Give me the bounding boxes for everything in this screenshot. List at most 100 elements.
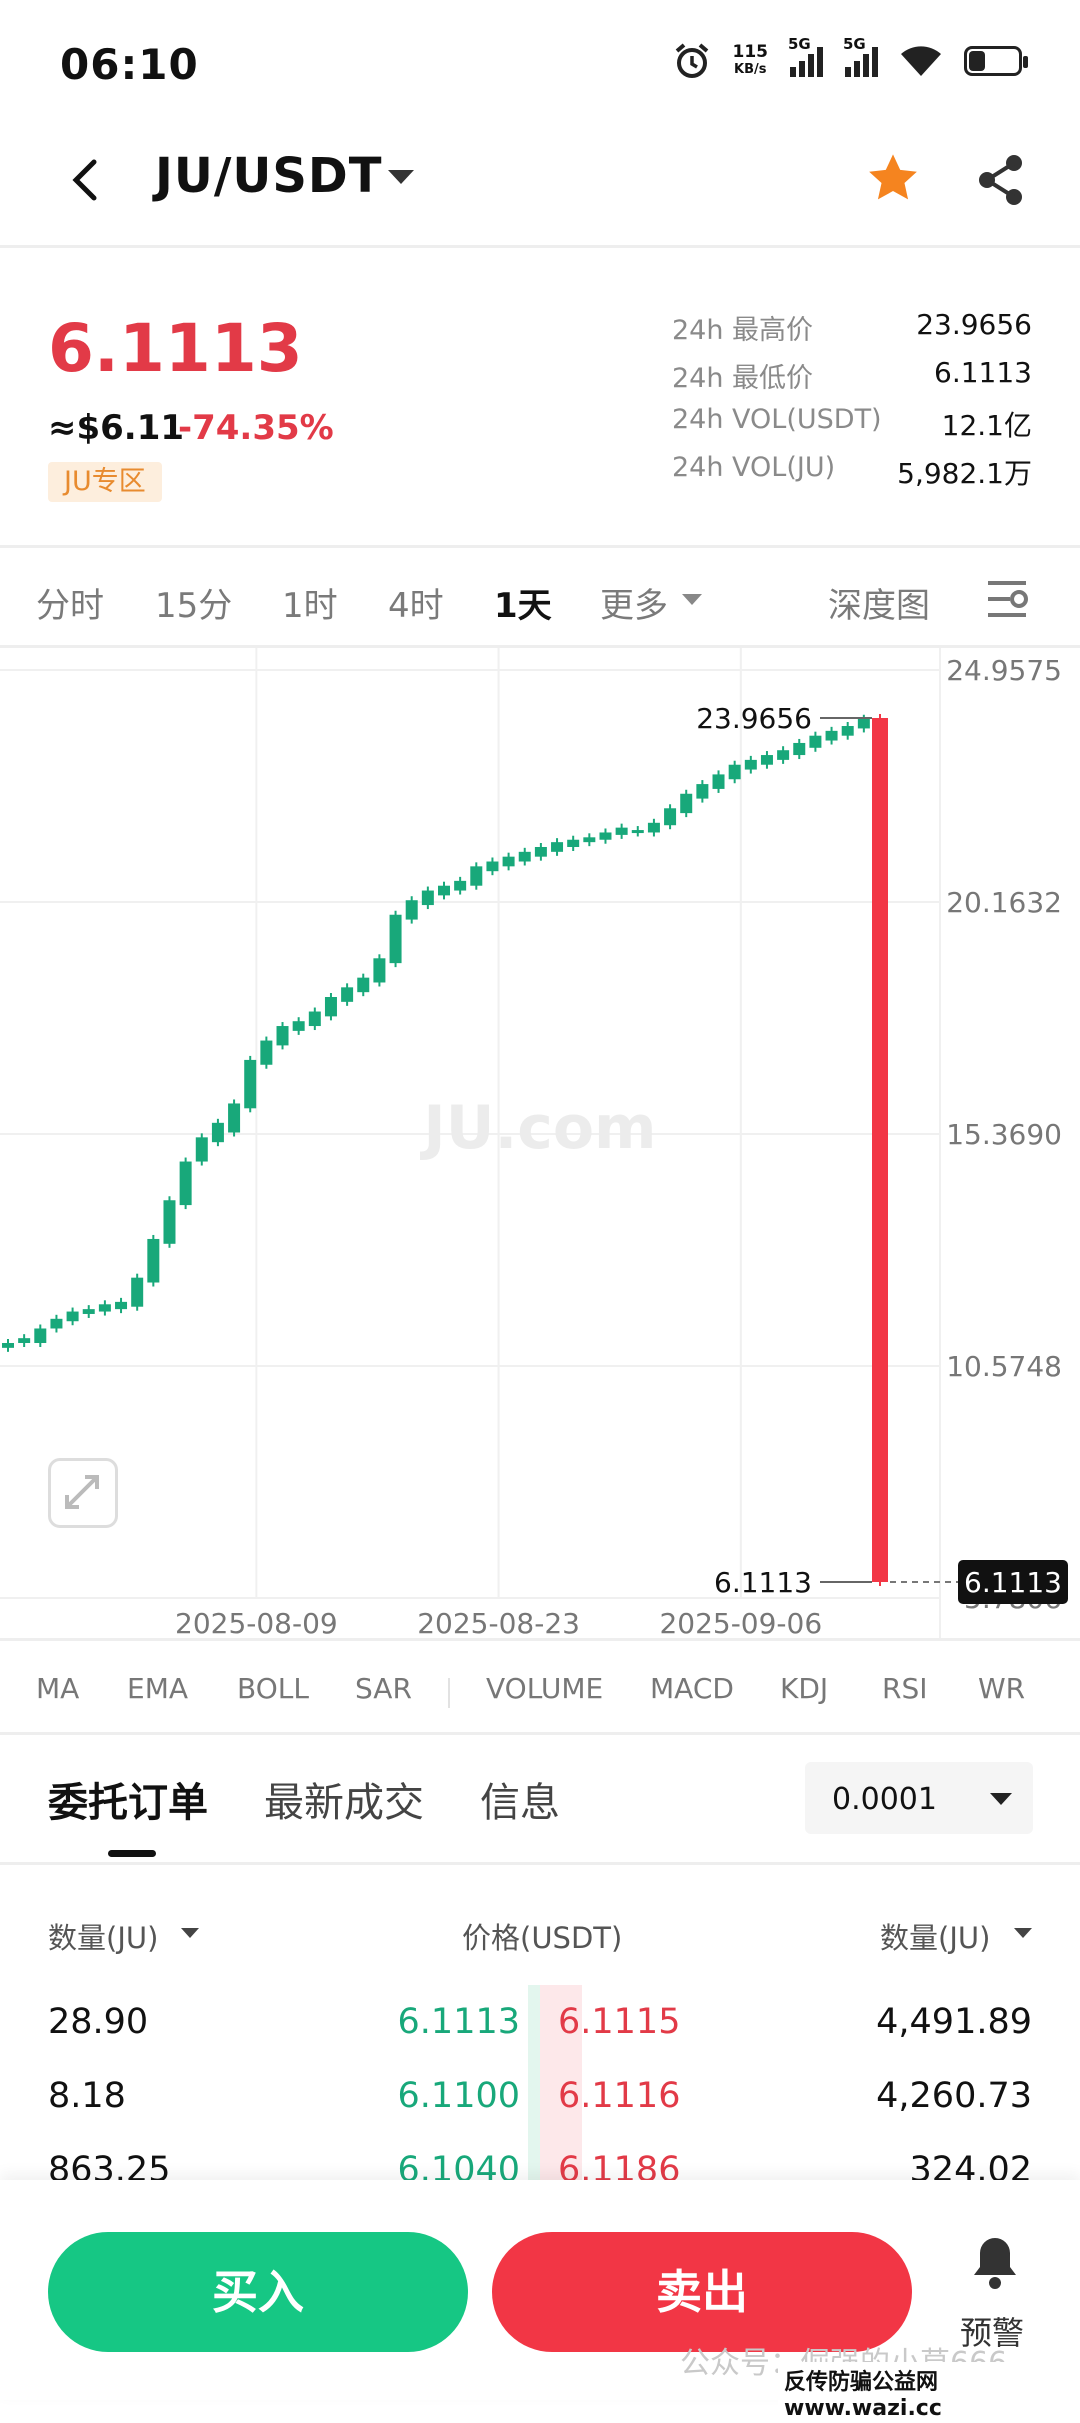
candle [534, 846, 547, 857]
candle [195, 1137, 208, 1162]
candle [599, 832, 612, 840]
candle [421, 890, 434, 906]
candle [454, 880, 467, 891]
candle [583, 837, 596, 843]
candle [211, 1122, 224, 1143]
chart-annotations: 23.9656 6.1113 6.1113 [696, 702, 1068, 1604]
tab-1d[interactable]: 1天 [494, 586, 552, 626]
last-price-tag: 6.1113 [964, 1566, 1062, 1599]
ask-price-2[interactable]: 6.1116 [558, 2076, 681, 2116]
indicator-macd[interactable]: MACD [650, 1672, 734, 1705]
candle [615, 827, 628, 835]
col-ask-qty-caret-icon[interactable] [1014, 1928, 1032, 1938]
chart-settings-icon[interactable] [984, 578, 1030, 620]
candle [341, 987, 354, 1002]
zone-tag[interactable]: JU专区 [48, 462, 162, 502]
buy-button[interactable]: 买入 [48, 2232, 468, 2352]
indicator-sar[interactable]: SAR [355, 1672, 412, 1705]
indicator-boll[interactable]: BOLL [237, 1672, 309, 1705]
pair-dropdown-caret-icon[interactable] [388, 170, 414, 184]
more-caret-icon[interactable] [682, 594, 702, 605]
usd-equivalent: ≈$6.11 [48, 408, 185, 448]
favorite-star-icon[interactable] [866, 152, 920, 204]
signal-icon-1: 5G [788, 35, 823, 77]
tab-4h[interactable]: 4时 [388, 586, 444, 626]
indicator-wr[interactable]: WR [978, 1672, 1026, 1705]
bell-icon[interactable] [970, 2234, 1020, 2290]
candlestick-chart[interactable]: JU.com 24.957520.163215.369010.57485.780… [0, 648, 1080, 1638]
bid-price-2[interactable]: 6.1100 [397, 2076, 520, 2116]
candle [228, 1103, 241, 1133]
candle [292, 1021, 305, 1031]
status-bar: 06:10 115 KB/s 5G 5G [0, 0, 1080, 130]
tab-depth-chart[interactable]: 深度图 [828, 586, 930, 626]
indicator-ema[interactable]: EMA [127, 1672, 189, 1705]
last-price-tag-bg [958, 1559, 1068, 1604]
sell-button[interactable]: 卖出 [492, 2232, 912, 2352]
ask-depth-bar [540, 1985, 582, 2185]
tab-open-orders[interactable]: 委托订单 [48, 1780, 208, 1826]
candle [777, 750, 790, 760]
candles-group [2, 713, 888, 1586]
x-tick-label: 2025-08-09 [175, 1607, 338, 1638]
bid-qty-1: 28.90 [48, 2002, 149, 2042]
precision-caret-icon [990, 1793, 1012, 1805]
candle [744, 759, 757, 770]
candle [680, 793, 693, 814]
candle [324, 997, 337, 1017]
ask-qty-1: 4,491.89 [876, 2002, 1032, 2042]
bid-price-1[interactable]: 6.1113 [397, 2002, 520, 2042]
tab-1h[interactable]: 1时 [282, 586, 338, 626]
alert-label[interactable]: 预警 [960, 2314, 1025, 2352]
indicator-ma[interactable]: MA [36, 1672, 80, 1705]
indicator-separator [448, 1678, 450, 1708]
tab-latest-trades[interactable]: 最新成交 [264, 1780, 424, 1826]
col-price: 价格(USDT) [462, 1921, 623, 1955]
ask-price-1[interactable]: 6.1115 [558, 2002, 681, 2042]
candle [486, 861, 499, 872]
pair-title[interactable]: JU/USDT [155, 148, 383, 204]
col-bid-qty[interactable]: 数量(JU) [48, 1921, 159, 1955]
candle [551, 842, 564, 852]
candle [696, 784, 709, 799]
indicators-divider [0, 1732, 1080, 1735]
back-arrow-icon[interactable] [66, 158, 106, 202]
indicator-volume[interactable]: VOLUME [486, 1672, 604, 1705]
stat-vol-usdt-label: 24h VOL(USDT) [672, 404, 882, 435]
tab-timeline[interactable]: 分时 [36, 586, 104, 626]
candle [50, 1318, 63, 1329]
candle [82, 1309, 95, 1314]
y-tick-label: 24.9575 [946, 654, 1062, 687]
price-change-percent: -74.35% [178, 408, 334, 448]
stat-vol-ju-label: 24h VOL(JU) [672, 452, 836, 483]
candle [244, 1059, 257, 1109]
candle [438, 885, 450, 896]
share-icon[interactable] [976, 154, 1028, 206]
candle [131, 1277, 144, 1307]
y-tick-label: 15.3690 [946, 1118, 1062, 1151]
site-watermark: 反传防骗公益网 www.wazi.cc [778, 2362, 1080, 2423]
stat-vol-usdt-value: 12.1亿 [941, 409, 1032, 442]
col-ask-qty[interactable]: 数量(JU) [880, 1921, 991, 1955]
expand-icon [65, 1475, 99, 1509]
indicator-kdj[interactable]: KDJ [780, 1672, 829, 1705]
fullscreen-button[interactable] [48, 1458, 118, 1528]
tab-info[interactable]: 信息 [480, 1780, 560, 1826]
stat-high-value: 23.9656 [916, 308, 1032, 341]
stat-low-value: 6.1113 [934, 356, 1032, 389]
candle [66, 1311, 79, 1322]
tab-15m[interactable]: 15分 [155, 586, 233, 626]
net-speed-value: 115 [732, 42, 769, 62]
tab-more[interactable]: 更多 [600, 586, 668, 626]
candle [647, 822, 660, 833]
precision-value: 0.0001 [832, 1782, 937, 1817]
ticker-divider [0, 545, 1080, 548]
col-bid-qty-caret-icon[interactable] [181, 1928, 199, 1938]
net-speed-unit: KB/s [734, 62, 767, 77]
candle [276, 1026, 289, 1046]
candle [825, 730, 838, 741]
status-time: 06:10 [60, 40, 199, 89]
indicator-rsi[interactable]: RSI [882, 1672, 928, 1705]
candle [809, 735, 822, 748]
